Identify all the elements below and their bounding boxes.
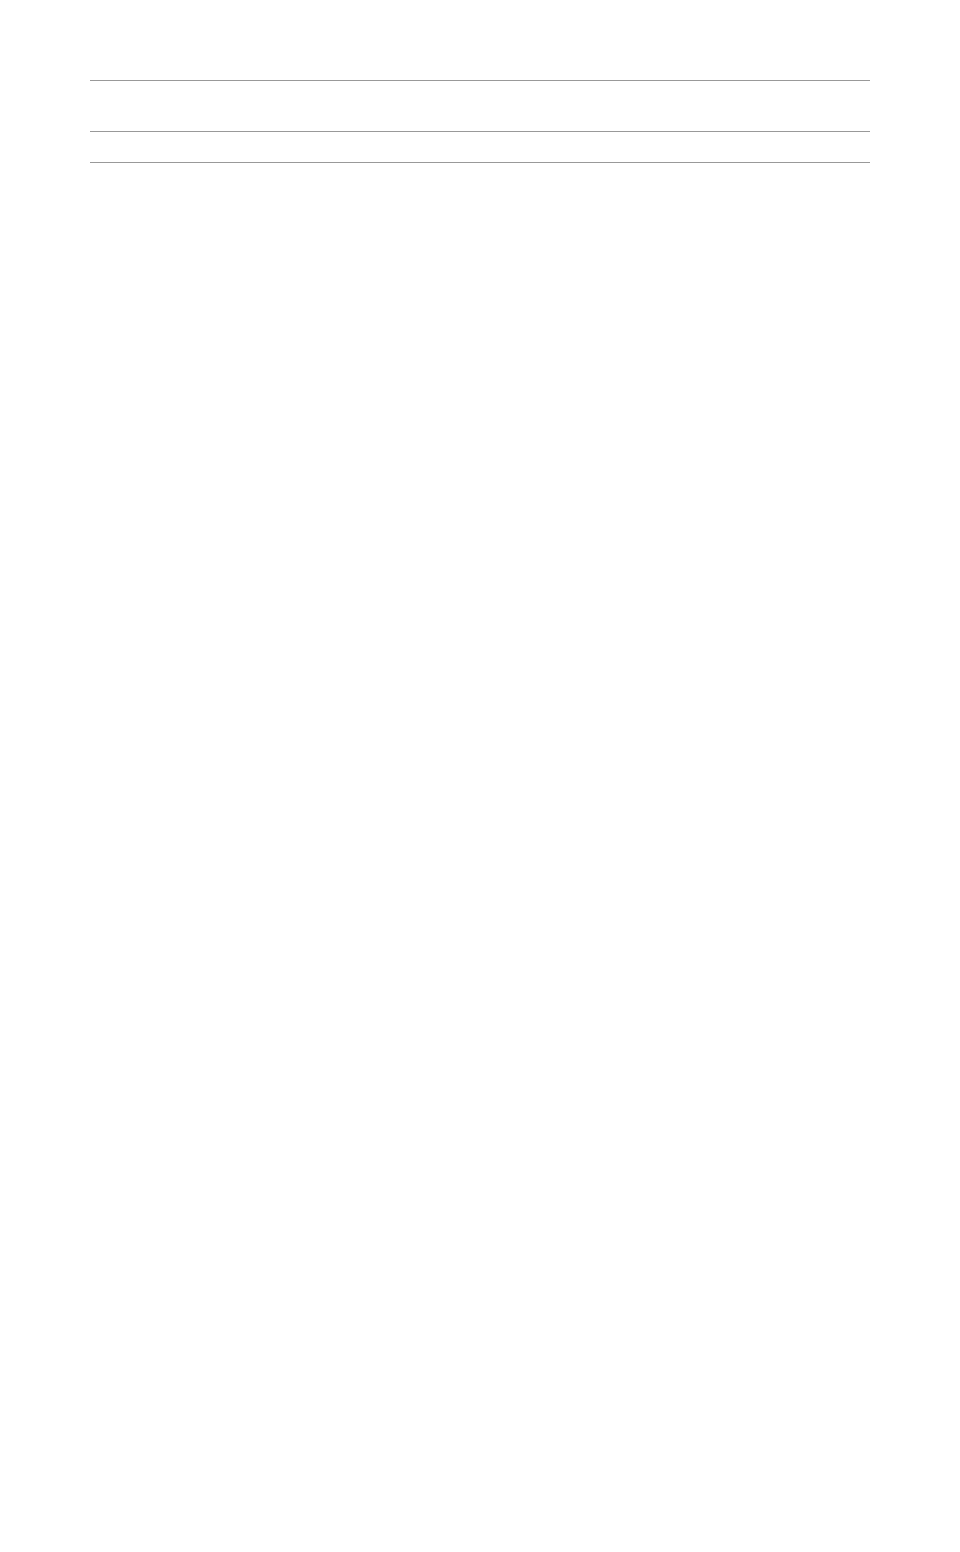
rule (90, 131, 870, 132)
rule (90, 80, 870, 81)
rule (90, 162, 870, 163)
